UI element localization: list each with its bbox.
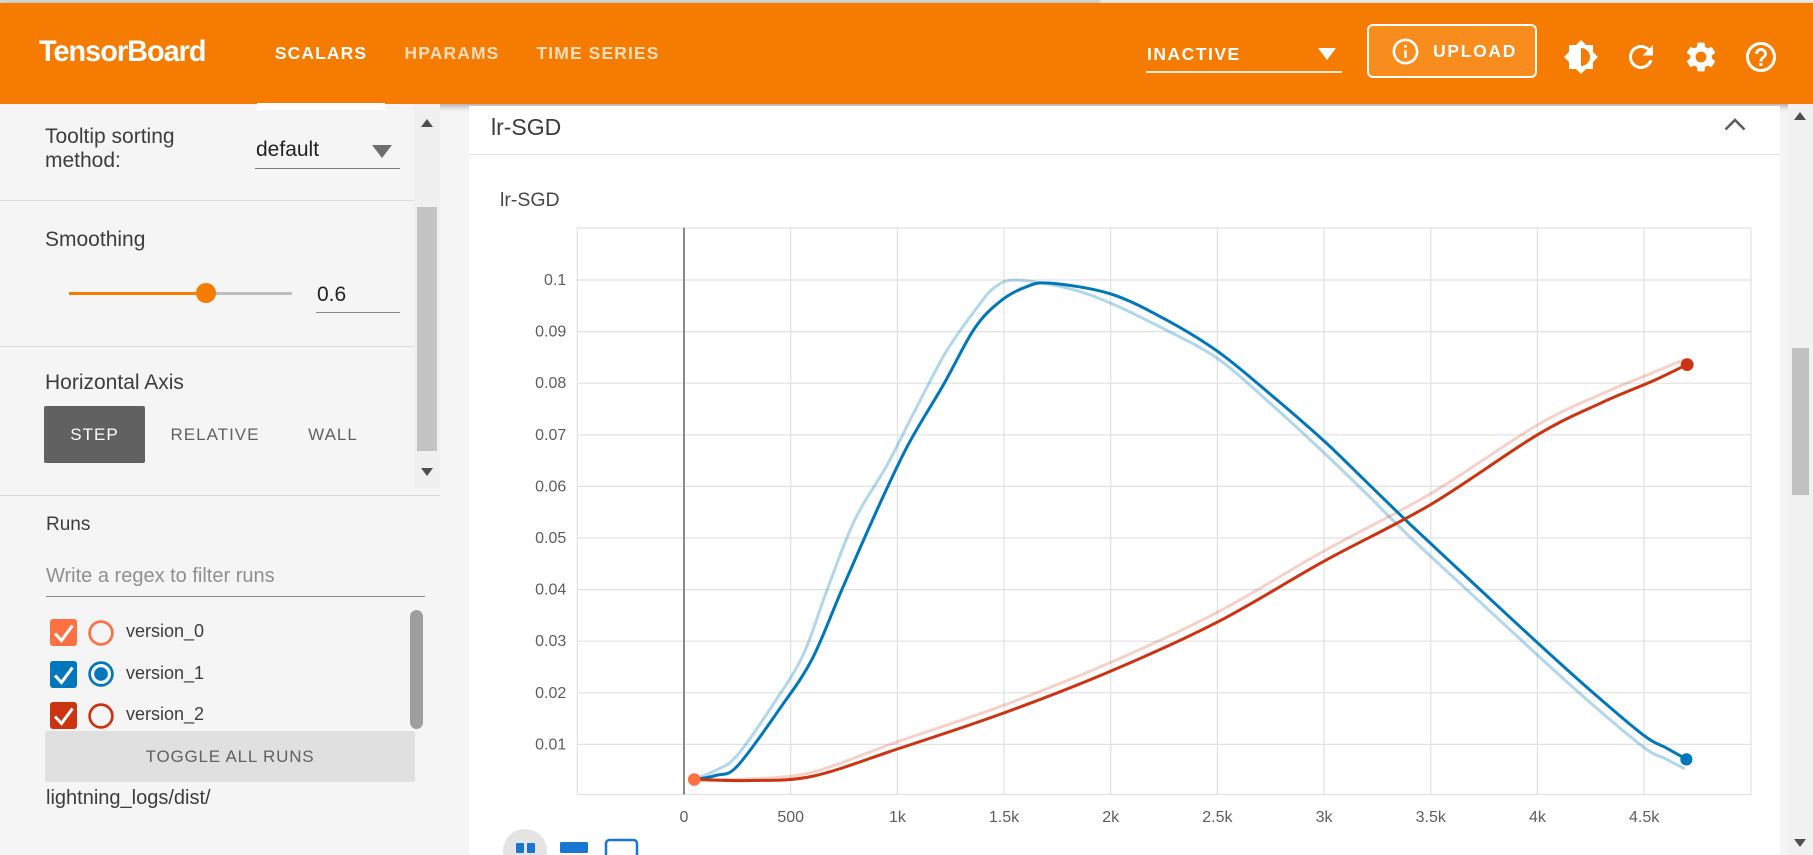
svg-text:0.07: 0.07	[535, 427, 566, 444]
svg-text:1k: 1k	[889, 809, 907, 826]
svg-text:1.5k: 1.5k	[989, 809, 1020, 826]
svg-text:0.1: 0.1	[544, 272, 566, 289]
svg-text:0.05: 0.05	[535, 530, 566, 547]
svg-text:0.03: 0.03	[535, 633, 566, 650]
svg-text:4k: 4k	[1529, 809, 1547, 826]
svg-text:0: 0	[680, 809, 689, 826]
svg-text:0.01: 0.01	[535, 736, 566, 753]
svg-text:0.06: 0.06	[535, 478, 566, 495]
svg-text:500: 500	[777, 809, 804, 826]
svg-text:0.08: 0.08	[535, 375, 566, 392]
svg-text:3k: 3k	[1316, 809, 1334, 826]
svg-text:4.5k: 4.5k	[1629, 809, 1660, 826]
svg-text:3.5k: 3.5k	[1416, 809, 1447, 826]
svg-text:0.04: 0.04	[535, 582, 566, 599]
svg-text:2k: 2k	[1102, 809, 1120, 826]
svg-text:2.5k: 2.5k	[1202, 809, 1233, 826]
svg-text:0.09: 0.09	[535, 324, 566, 341]
svg-text:0.02: 0.02	[535, 685, 566, 702]
